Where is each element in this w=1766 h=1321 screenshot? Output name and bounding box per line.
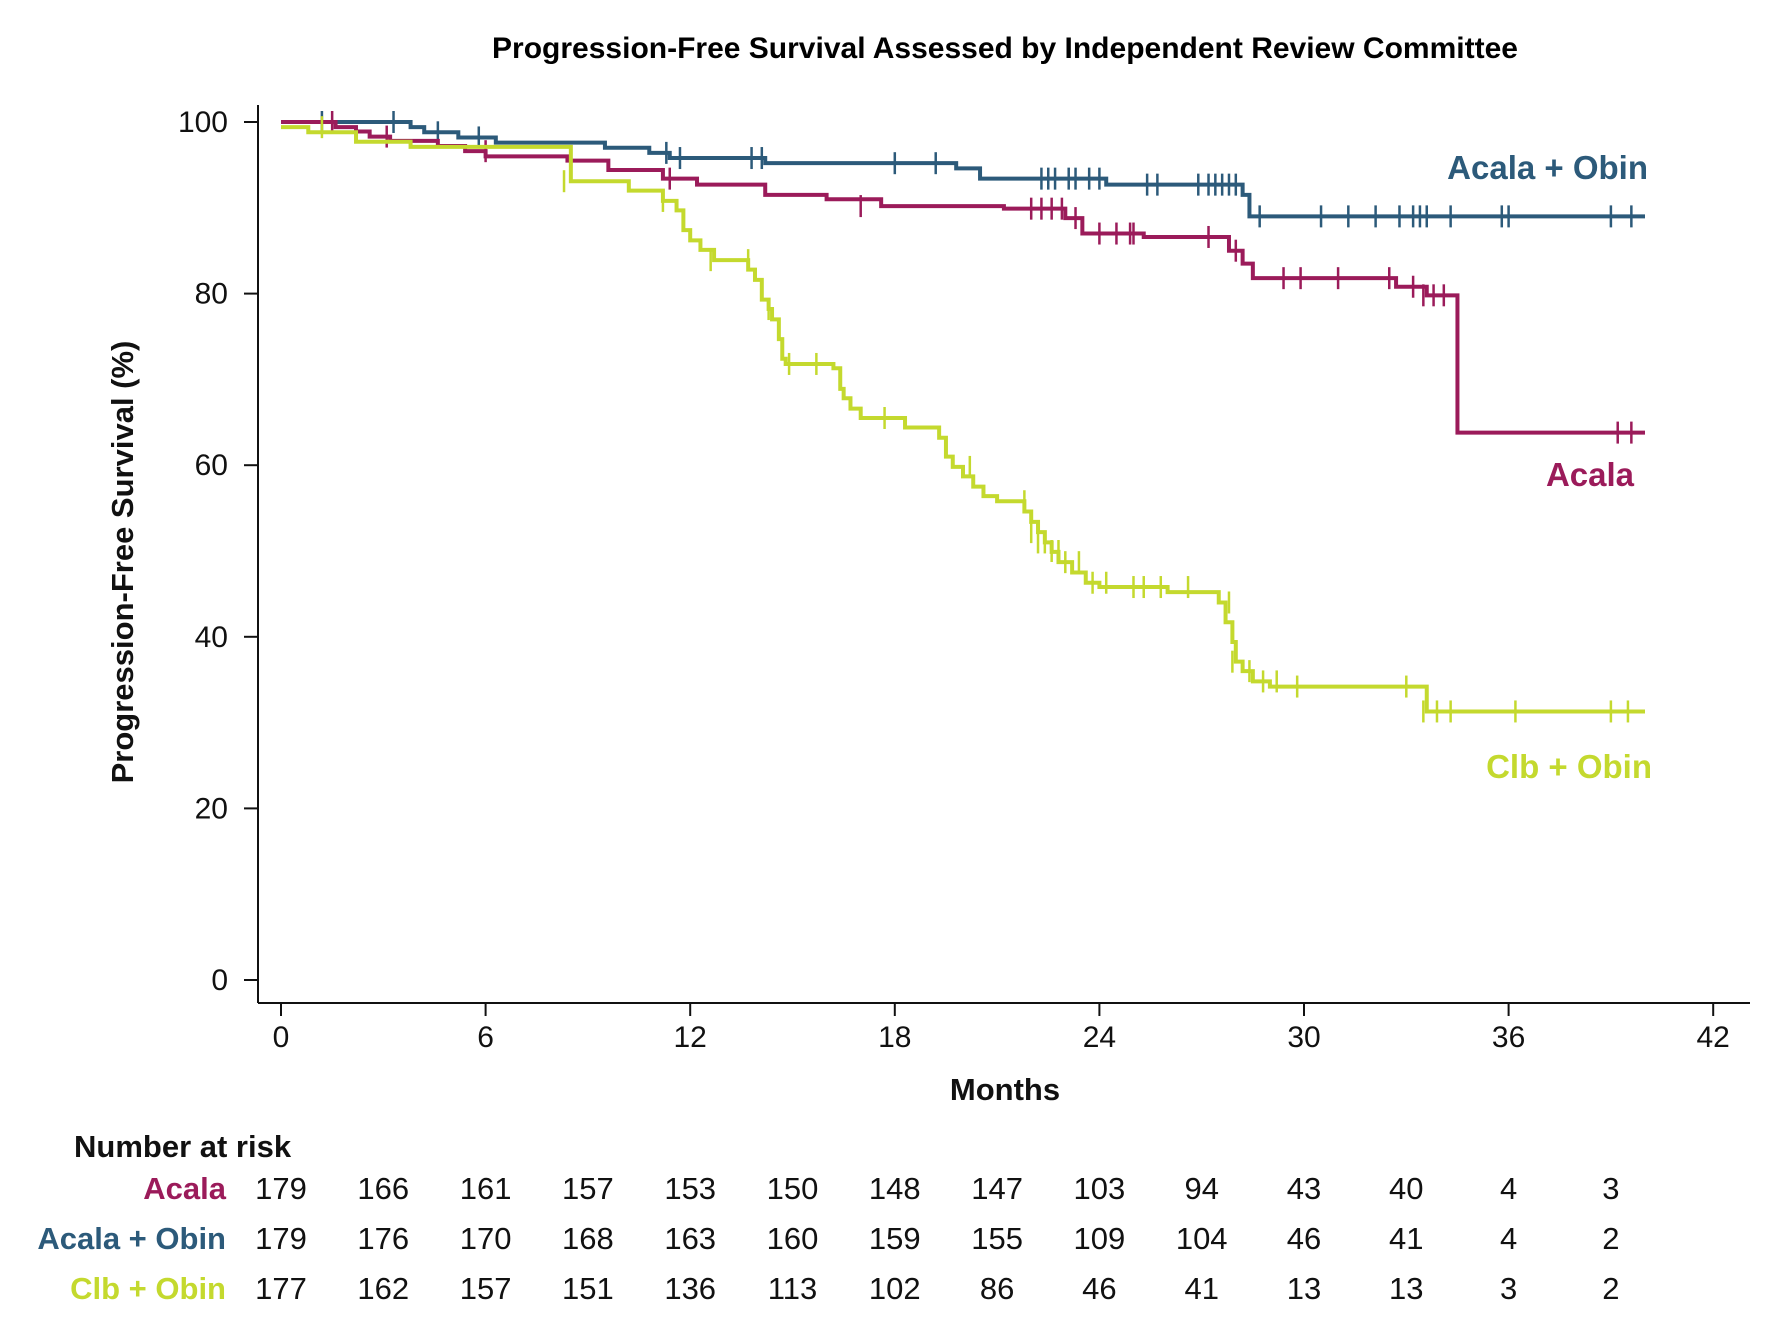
x-tick-label: 0 — [273, 1021, 290, 1054]
risk-count-acala-obin: 46 — [1287, 1221, 1321, 1256]
series-label-acala: Acala — [1546, 456, 1635, 493]
risk-count-acala-obin: 41 — [1389, 1221, 1423, 1256]
x-tick-label: 18 — [878, 1021, 911, 1054]
x-tick-label: 12 — [674, 1021, 707, 1054]
series-line-acala-obin — [281, 120, 1645, 219]
risk-count-acala: 40 — [1389, 1171, 1423, 1206]
risk-count-acala: 179 — [255, 1171, 307, 1206]
risk-count-acala: 103 — [1074, 1171, 1126, 1206]
x-tick-label: 36 — [1492, 1021, 1525, 1054]
risk-count-acala-obin: 159 — [869, 1221, 921, 1256]
risk-count-acala-obin: 179 — [255, 1221, 307, 1256]
risk-count-acala: 148 — [869, 1171, 921, 1206]
series-label-clb-obin: Clb + Obin — [1486, 748, 1652, 785]
plot-area — [281, 111, 1645, 723]
risk-count-acala-obin: 2 — [1602, 1221, 1619, 1256]
risk-row-name-acala-obin: Acala + Obin — [37, 1221, 226, 1256]
risk-count-acala-obin: 160 — [767, 1221, 819, 1256]
risk-count-acala-obin: 109 — [1074, 1221, 1126, 1256]
risk-count-clb-obin: 13 — [1389, 1271, 1423, 1306]
risk-count-acala: 166 — [357, 1171, 409, 1206]
risk-count-acala-obin: 155 — [971, 1221, 1023, 1256]
risk-count-clb-obin: 136 — [664, 1271, 716, 1306]
chart-title: Progression-Free Survival Assessed by In… — [492, 32, 1518, 65]
risk-count-acala: 4 — [1500, 1171, 1517, 1206]
risk-count-clb-obin: 113 — [768, 1271, 817, 1306]
risk-count-acala-obin: 176 — [357, 1221, 409, 1256]
y-tick-label: 80 — [195, 278, 228, 311]
y-tick-label: 0 — [211, 964, 228, 997]
series-line-clb-obin — [281, 125, 1645, 714]
risk-count-clb-obin: 157 — [460, 1271, 512, 1306]
risk-count-acala: 43 — [1287, 1171, 1321, 1206]
risk-count-clb-obin: 46 — [1082, 1271, 1116, 1306]
risk-count-acala: 3 — [1602, 1171, 1619, 1206]
risk-count-clb-obin: 86 — [980, 1271, 1014, 1306]
x-tick-label: 24 — [1083, 1021, 1116, 1054]
risk-count-acala-obin: 163 — [664, 1221, 716, 1256]
x-tick-label: 42 — [1697, 1021, 1730, 1054]
x-axis-label: Months — [950, 1072, 1060, 1107]
risk-count-acala-obin: 104 — [1176, 1221, 1228, 1256]
risk-count-clb-obin: 102 — [869, 1271, 921, 1306]
risk-row-name-clb-obin: Clb + Obin — [70, 1271, 226, 1306]
risk-count-acala-obin: 4 — [1500, 1221, 1517, 1256]
risk-table: Acala 179 166 161 157 153 150 148 147 103 94 43 40 4 3… — [37, 1171, 1619, 1306]
y-tick-label: 100 — [178, 106, 228, 139]
risk-count-acala: 153 — [664, 1171, 716, 1206]
risk-count-clb-obin: 3 — [1500, 1271, 1517, 1306]
y-tick-label: 60 — [195, 449, 228, 482]
risk-count-acala-obin: 170 — [460, 1221, 512, 1256]
risk-row-name-acala: Acala — [143, 1171, 226, 1206]
risk-count-acala: 161 — [460, 1171, 512, 1206]
series-label-acala-obin: Acala + Obin — [1447, 149, 1648, 186]
y-tick-label: 20 — [195, 792, 228, 825]
y-ticks: 0 20 40 60 80 100 — [178, 106, 258, 997]
risk-table-title: Number at risk — [74, 1129, 292, 1164]
risk-count-acala-obin: 168 — [562, 1221, 614, 1256]
risk-count-clb-obin: 13 — [1287, 1271, 1321, 1306]
risk-count-clb-obin: 151 — [562, 1271, 614, 1306]
x-tick-label: 30 — [1287, 1021, 1320, 1054]
y-axis-label: Progression-Free Survival (%) — [105, 341, 140, 784]
x-tick-label: 6 — [477, 1021, 494, 1054]
risk-count-clb-obin: 162 — [357, 1271, 409, 1306]
x-ticks: 0 6 12 18 24 30 36 42 — [273, 1003, 1730, 1054]
risk-count-clb-obin: 41 — [1184, 1271, 1218, 1306]
risk-count-acala: 147 — [971, 1171, 1023, 1206]
risk-count-acala: 150 — [767, 1171, 819, 1206]
y-tick-label: 40 — [195, 621, 228, 654]
risk-count-clb-obin: 2 — [1602, 1271, 1619, 1306]
risk-count-acala: 157 — [562, 1171, 614, 1206]
risk-count-acala: 94 — [1184, 1171, 1218, 1206]
risk-count-clb-obin: 177 — [255, 1271, 307, 1306]
